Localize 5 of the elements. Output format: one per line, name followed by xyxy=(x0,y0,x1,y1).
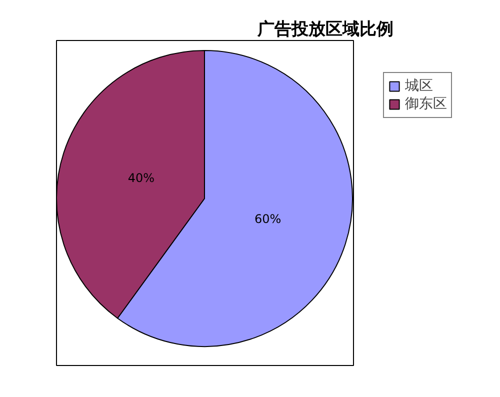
chart-title: 广告投放区域比例 xyxy=(256,20,394,40)
legend-label: 御东区 xyxy=(405,95,447,113)
data-label: 60% xyxy=(254,212,282,226)
legend-label: 城区 xyxy=(405,77,433,95)
data-label: 40% xyxy=(128,170,154,185)
